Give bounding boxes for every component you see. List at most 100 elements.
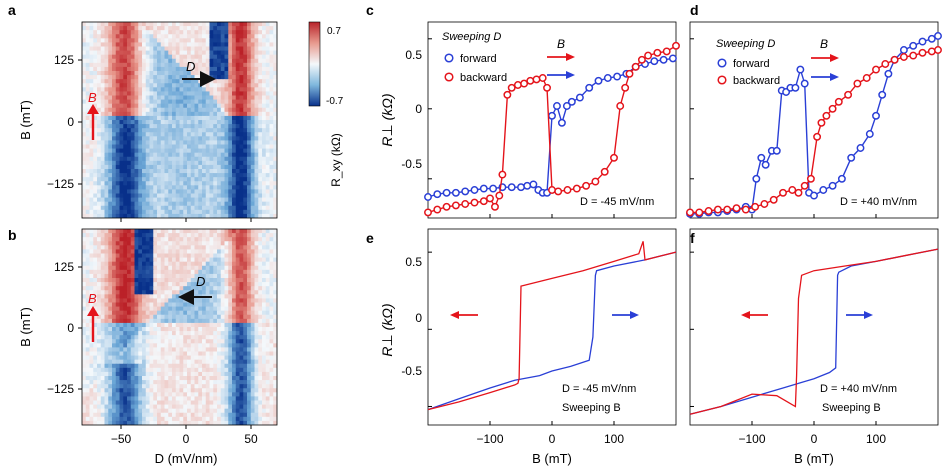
hmB-cell (164, 273, 169, 279)
hmA-cell (172, 95, 177, 101)
hmA-cell (213, 152, 218, 158)
hmA-cell (190, 144, 196, 150)
hmB-cell (254, 314, 259, 320)
hmB-cell (112, 371, 117, 377)
hmB-cell (112, 310, 117, 316)
hmB-cell (194, 359, 199, 365)
hmB-cell (112, 335, 117, 340)
hmB-cell (232, 396, 237, 402)
hmB-cell (175, 384, 181, 389)
hmB-cell (168, 400, 173, 406)
hmB-cell (172, 261, 177, 267)
hmB-cell (273, 327, 277, 332)
hmB-cell (175, 331, 181, 336)
hmB-cell (119, 229, 124, 234)
hmA-cell (123, 120, 128, 125)
hmA-cell (194, 136, 199, 142)
hmA-cell (239, 66, 244, 72)
hmB-cell (254, 310, 259, 316)
hmA-cell (123, 132, 128, 137)
hmA-cell (198, 46, 203, 52)
hmB-cell (179, 416, 184, 422)
hmA-cell (164, 205, 169, 211)
hmA-cell (175, 83, 181, 88)
hmA-cell (172, 42, 177, 48)
hmB-cell (183, 253, 188, 259)
hmB-cell (85, 249, 91, 255)
hmA-cell (149, 181, 154, 186)
hmB-cell (258, 314, 263, 320)
hmA-cell (243, 197, 248, 203)
hmA-cell (175, 66, 181, 72)
hmB-cell (82, 233, 87, 238)
hmA-cell (262, 189, 267, 195)
hmB-cell (220, 380, 226, 385)
hmB-cell (250, 363, 256, 369)
hmA-cell (97, 54, 102, 60)
hmA-cell (228, 111, 233, 117)
hmB-cell (97, 351, 102, 357)
hmB-cell (104, 400, 109, 406)
hmB-cell (239, 314, 244, 320)
hmA-cell (82, 91, 87, 97)
hmB-cell (258, 376, 263, 381)
hmB-cell (187, 371, 192, 377)
hmA-cell (85, 164, 91, 170)
hmB-cell (123, 363, 128, 369)
hmA-cell (85, 185, 91, 191)
hmA-cell (224, 103, 229, 109)
hmB-cell (82, 404, 87, 410)
hmA-cell (273, 103, 277, 109)
hmA-cell (115, 136, 121, 142)
hmA-cell (157, 103, 162, 109)
hmB-cell (145, 290, 151, 295)
hmB-cell (149, 314, 154, 320)
hmA-cell (254, 54, 259, 60)
hmB-cell (187, 396, 192, 402)
hmA-cell (108, 71, 113, 76)
hmB-cell (119, 331, 124, 336)
hmB-cell (183, 261, 188, 267)
hmA-cell (100, 128, 106, 133)
hmA-cell (82, 120, 87, 125)
hmA-cell (187, 91, 192, 97)
hmA-cell (235, 87, 241, 93)
hmA-cell (93, 58, 98, 64)
hmB-cell (89, 265, 94, 271)
hmA-cell (108, 30, 113, 35)
hmA-cell (228, 83, 233, 88)
hmA-cell (172, 34, 177, 39)
hmB-cell (179, 310, 184, 316)
hmB-cell (254, 331, 259, 336)
hmB-cell (228, 343, 233, 349)
hmB-cell (262, 416, 267, 422)
hmA-cell (149, 34, 154, 39)
hmB-cell (115, 359, 121, 365)
hmB-cell (82, 257, 87, 263)
hmB-cell (89, 347, 94, 353)
hmA-cell (142, 128, 147, 133)
hmA-cell (232, 75, 237, 80)
hmB-cell (134, 331, 139, 336)
hmA-cell (127, 71, 132, 76)
hmA-cell (239, 54, 244, 60)
hmB-cell (198, 380, 203, 385)
hmB-cell (269, 367, 274, 373)
hmA-cell (123, 95, 128, 101)
hmB-cell (119, 318, 124, 324)
hmA-cell (190, 107, 196, 113)
hmB-cell (119, 306, 124, 312)
hmA-cell (127, 140, 132, 146)
hmA-cell (119, 34, 124, 39)
hmB-cell (115, 363, 121, 369)
hmA-cell (262, 209, 267, 215)
hmA-cell (89, 120, 94, 125)
hmB-cell (250, 314, 256, 320)
hmB-cell (149, 318, 154, 324)
hmB-cell (134, 376, 139, 381)
hmA-cell (100, 197, 106, 203)
hmA-cell (149, 173, 154, 178)
hmB-cell (175, 314, 181, 320)
hmA-cell (179, 54, 184, 60)
hmA-cell (202, 177, 207, 182)
